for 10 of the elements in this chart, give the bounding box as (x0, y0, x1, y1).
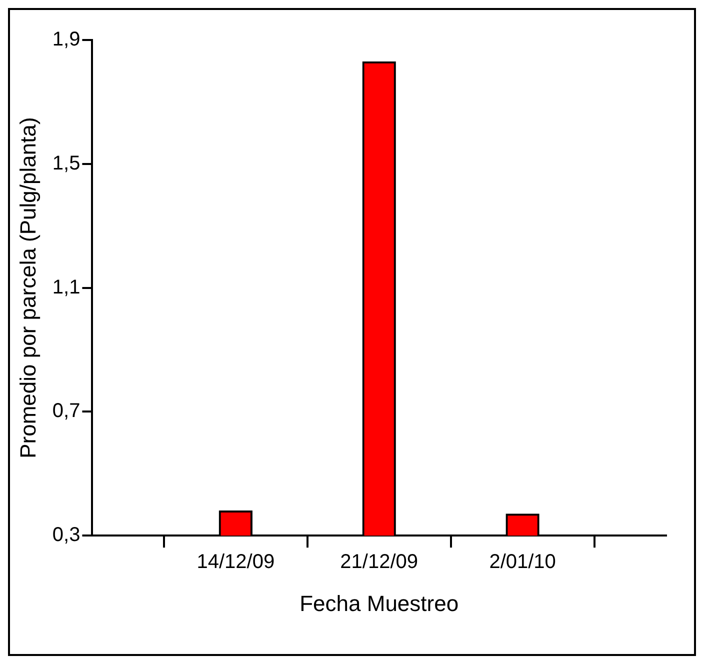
x-axis-title: Fecha Muestreo (300, 590, 459, 616)
y-tick-label: 1,1 (52, 276, 80, 298)
y-tick-label: 1,5 (52, 152, 80, 174)
y-tick-label: 0,7 (52, 400, 80, 422)
y-tick-label: 1,9 (52, 28, 80, 51)
x-tick-label: 21/12/09 (340, 551, 418, 574)
y-axis-title: Promedio por parcela (Pulg/planta) (15, 117, 40, 458)
x-tick-label: 2/01/10 (489, 551, 556, 574)
y-tick-label: 0,3 (52, 524, 80, 546)
x-tick-label: 14/12/09 (196, 551, 275, 574)
